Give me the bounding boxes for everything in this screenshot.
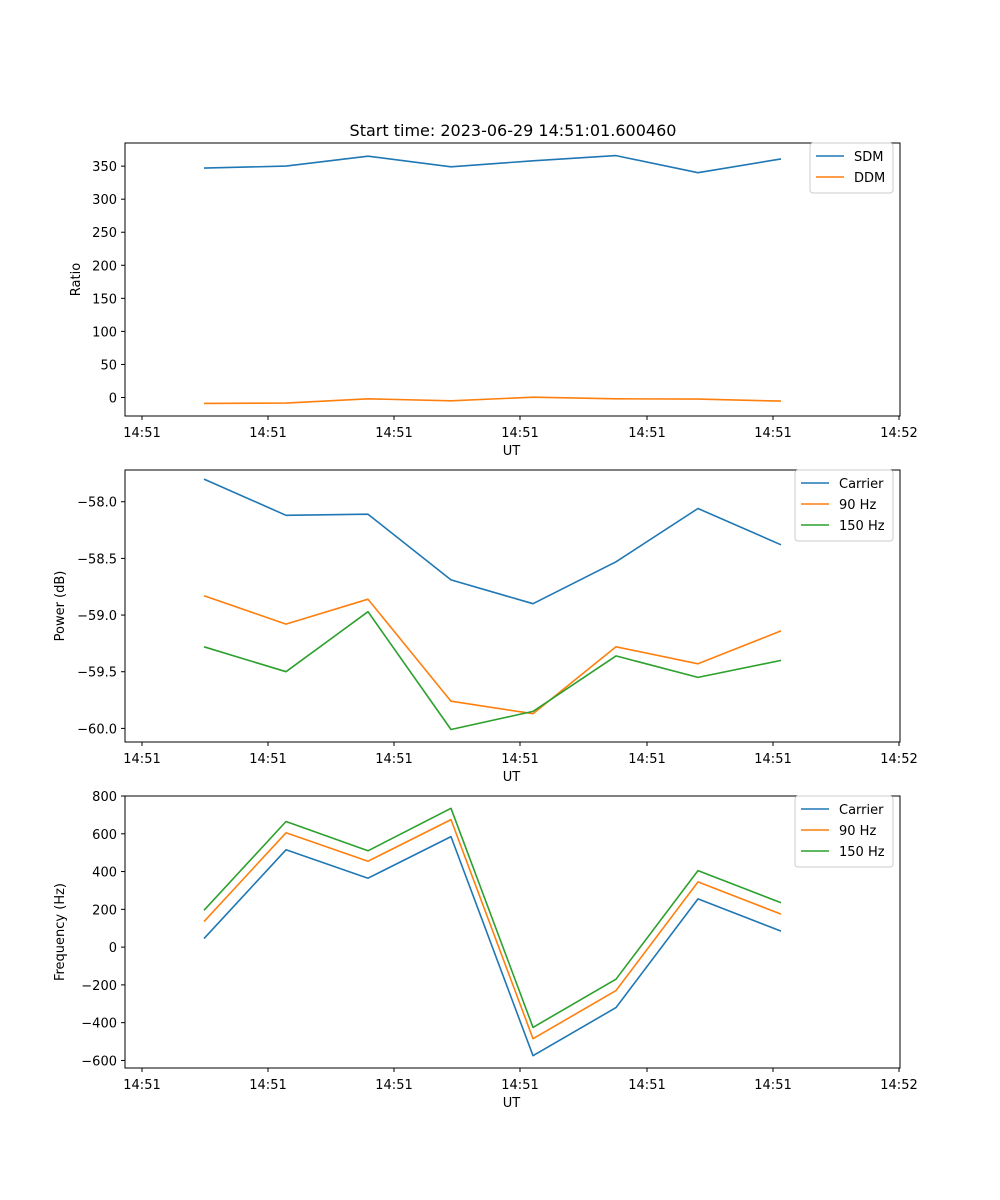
y-tick-label: −600: [81, 1054, 117, 1069]
plot-frame: [124, 469, 901, 743]
x-tick-label: 14:51: [501, 752, 538, 767]
x-tick-label: 14:51: [754, 752, 791, 767]
plot-frame: [124, 795, 901, 1069]
y-tick-label: −200: [81, 979, 117, 994]
y-tick-label: 600: [92, 828, 117, 843]
y-tick-label: 0: [109, 941, 117, 956]
y-tick-label: −400: [81, 1017, 117, 1032]
x-tick-label: 14:51: [375, 752, 412, 767]
x-tick-label: 14:51: [754, 1078, 791, 1093]
y-tick-label: 800: [92, 790, 117, 805]
x-axis-label: UT: [503, 444, 521, 459]
y-tick-label: 200: [92, 259, 117, 274]
x-tick-label: 14:51: [754, 426, 791, 441]
y-tick-label: 400: [92, 866, 117, 881]
x-tick-label: 14:52: [880, 752, 917, 767]
y-tick-label: 300: [92, 193, 117, 208]
legend-label: Carrier: [839, 477, 884, 492]
legend-label: 90 Hz: [839, 498, 876, 513]
y-tick-label: 200: [92, 903, 117, 918]
legend: SDM DDM: [809, 142, 894, 194]
y-axis-label: Power (dB): [53, 571, 68, 642]
series-line-90-hz: [203, 818, 782, 1040]
x-tick-label: 14:51: [123, 426, 160, 441]
chart-panels: 14:51 14:51 14:51 14:51 14:51 14:51 14:52 0 50 10…: [53, 142, 918, 1111]
x-tick-label: 14:51: [501, 426, 538, 441]
x-tick-label: 14:51: [123, 752, 160, 767]
y-tick-label: 50: [100, 358, 117, 373]
figure-title: Start time: 2023-06-29 14:51:01.600460: [350, 121, 677, 140]
y-tick-label: 150: [92, 292, 117, 307]
chart-panel-3: 14:51 14:51 14:51 14:51 14:51 14:51 14:52 −600 −…: [53, 790, 918, 1111]
legend-label: 150 Hz: [839, 519, 885, 534]
y-tick-label: −59.0: [77, 609, 117, 624]
legend-label: DDM: [854, 171, 885, 186]
x-tick-label: 14:51: [375, 1078, 412, 1093]
legend: Carrier 90 Hz 150 Hz: [794, 795, 894, 868]
y-tick-label: −58.0: [77, 496, 117, 511]
y-axis-label: Ratio: [69, 263, 84, 296]
legend-box: [794, 795, 894, 868]
x-tick-label: 14:51: [628, 752, 665, 767]
x-tick-label: 14:51: [123, 1078, 160, 1093]
x-tick-label: 14:51: [501, 1078, 538, 1093]
series-line-150-hz: [203, 807, 782, 1029]
legend-label: Carrier: [839, 803, 884, 818]
y-tick-label: 350: [92, 160, 117, 175]
chart-panel-2: 14:51 14:51 14:51 14:51 14:51 14:51 14:52 −58.0…: [53, 469, 918, 785]
x-tick-label: 14:52: [880, 1078, 917, 1093]
series-line-90-hz: [203, 595, 782, 715]
series-line-ddm: [203, 396, 782, 405]
series-line-carrier: [203, 478, 782, 605]
series-line-carrier: [203, 835, 782, 1057]
x-tick-label: 14:51: [628, 1078, 665, 1093]
y-tick-label: 100: [92, 325, 117, 340]
x-tick-label: 14:51: [628, 426, 665, 441]
legend-label: 150 Hz: [839, 845, 885, 860]
series-line-150-hz: [203, 610, 782, 731]
x-tick-label: 14:51: [375, 426, 412, 441]
legend: Carrier 90 Hz 150 Hz: [794, 469, 894, 542]
series-line-sdm: [203, 154, 782, 174]
y-tick-label: −60.0: [77, 722, 117, 737]
legend-label: 90 Hz: [839, 824, 876, 839]
x-tick-label: 14:51: [249, 1078, 286, 1093]
x-tick-label: 14:52: [880, 426, 917, 441]
legend-label: SDM: [854, 150, 883, 165]
x-tick-label: 14:51: [249, 752, 286, 767]
y-tick-label: 250: [92, 226, 117, 241]
y-tick-label: 0: [109, 391, 117, 406]
y-tick-label: −59.5: [77, 666, 117, 681]
plot-frame: [124, 142, 901, 417]
y-axis-label: Frequency (Hz): [53, 883, 68, 981]
legend-box: [794, 469, 894, 542]
chart-panel-1: 14:51 14:51 14:51 14:51 14:51 14:51 14:52 0 50 10…: [69, 142, 918, 459]
x-axis-label: UT: [503, 1096, 521, 1111]
x-axis-label: UT: [503, 770, 521, 785]
x-tick-label: 14:51: [249, 426, 286, 441]
y-tick-label: −58.5: [77, 552, 117, 567]
